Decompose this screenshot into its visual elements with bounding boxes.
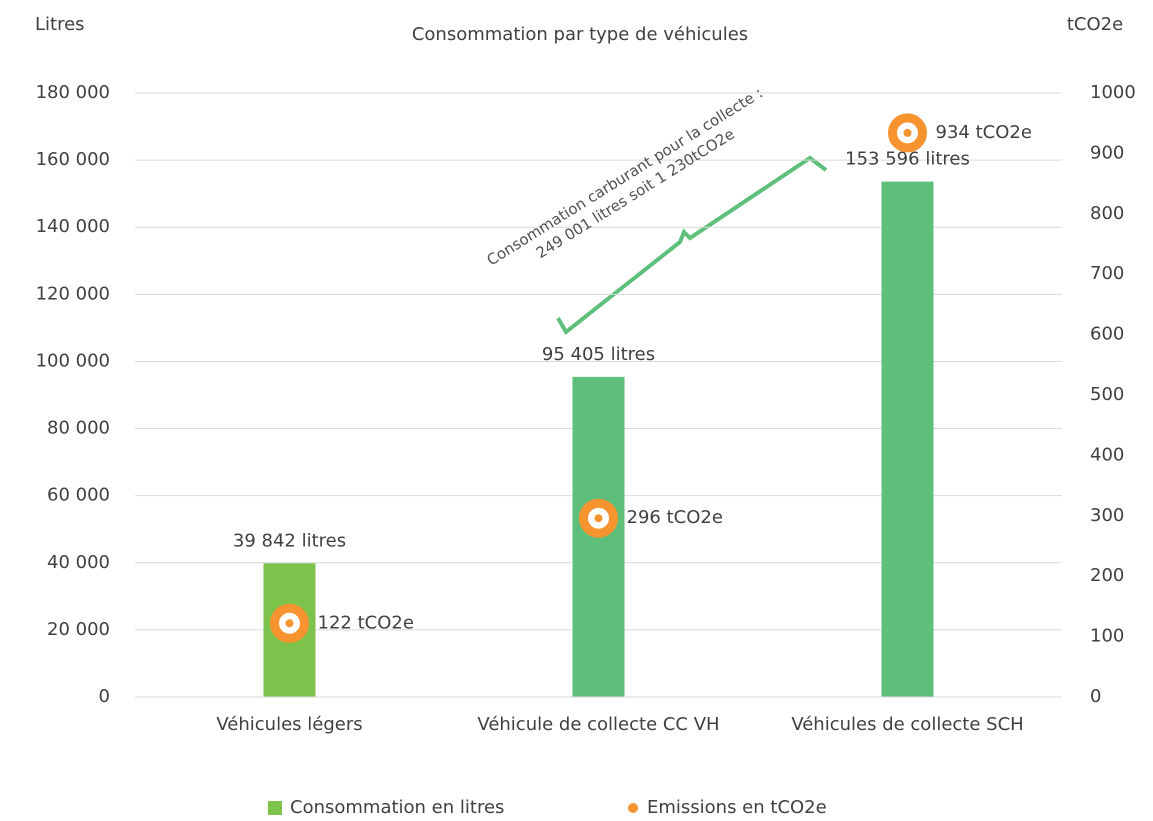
- y-tick-label: 80 000: [47, 418, 110, 439]
- y2-tick-label: 400: [1090, 444, 1124, 465]
- y2-tick-label: 200: [1090, 565, 1124, 586]
- y2-tick-label: 800: [1090, 203, 1124, 224]
- bracket: [556, 155, 828, 336]
- y-tick-label: 60 000: [47, 485, 110, 506]
- x-tick-label: Véhicule de collecte CC VH: [477, 714, 720, 735]
- legend-swatch: [268, 801, 282, 815]
- legend-label: Consommation en litres: [290, 797, 504, 818]
- y-axis-title: Litres: [35, 14, 85, 35]
- bar-value-label: 39 842 litres: [233, 530, 346, 551]
- y-tick-label: 180 000: [36, 82, 110, 103]
- y-tick-label: 140 000: [36, 216, 110, 237]
- chart-title: Consommation par type de véhicules: [412, 24, 748, 45]
- legend-swatch: [628, 803, 638, 813]
- y2-tick-label: 500: [1090, 384, 1124, 405]
- y2-tick-label: 1000: [1090, 82, 1136, 103]
- bar: [881, 181, 934, 697]
- point-value-label: 296 tCO2e: [627, 507, 723, 528]
- y2-axis-title: tCO2e: [1067, 14, 1123, 35]
- y2-tick-label: 0: [1090, 686, 1101, 707]
- y2-tick-label: 900: [1090, 142, 1124, 163]
- bar-value-label: 153 596 litres: [845, 149, 970, 170]
- y2-tick-label: 100: [1090, 626, 1124, 647]
- point-value-label: 122 tCO2e: [318, 612, 414, 633]
- y-tick-label: 100 000: [36, 350, 110, 371]
- y-tick-label: 20 000: [47, 619, 110, 640]
- marker-center: [903, 128, 912, 137]
- y-tick-label: 160 000: [36, 149, 110, 170]
- y-tick-label: 120 000: [36, 283, 110, 304]
- x-tick-label: Véhicules de collecte SCH: [791, 714, 1024, 735]
- marker-center: [594, 514, 603, 523]
- x-tick-label: Véhicules légers: [216, 714, 363, 735]
- point-value-label: 934 tCO2e: [936, 122, 1032, 143]
- y2-tick-label: 700: [1090, 263, 1124, 284]
- y2-tick-label: 300: [1090, 505, 1124, 526]
- y-tick-label: 0: [99, 686, 110, 707]
- y2-tick-label: 600: [1090, 324, 1124, 345]
- legend-label: Emissions en tCO2e: [647, 797, 827, 818]
- marker-center: [285, 619, 294, 628]
- y-tick-label: 40 000: [47, 552, 110, 573]
- bar-value-label: 95 405 litres: [542, 344, 655, 365]
